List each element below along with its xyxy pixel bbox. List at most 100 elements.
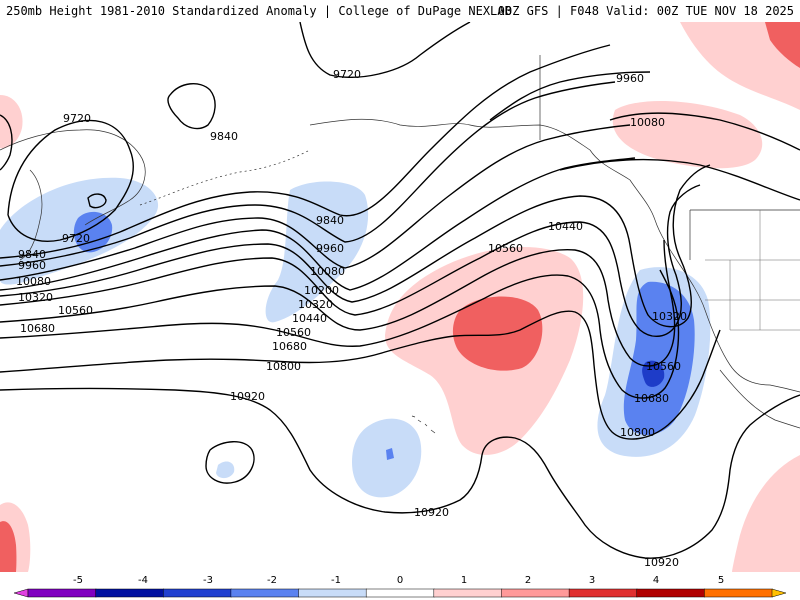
colorbar-tick: -3 bbox=[203, 575, 213, 586]
contour-label: 10440 bbox=[548, 220, 583, 233]
colorbar-tick: -2 bbox=[267, 575, 277, 586]
colorbar-tick: 0 bbox=[397, 575, 403, 586]
aleutians bbox=[139, 149, 311, 206]
colorbar-tick: 4 bbox=[653, 575, 659, 586]
anomaly-map: 9720 9720 9720 9840 9840 9840 9960 9960 … bbox=[0, 22, 800, 572]
colorbar-segment bbox=[27, 588, 97, 598]
contour-label: 9720 bbox=[333, 68, 361, 81]
contour-label: 9960 bbox=[616, 72, 644, 85]
contour-label: 10680 bbox=[20, 322, 55, 335]
contour-10080 bbox=[0, 124, 631, 281]
contour-label: 9840 bbox=[18, 248, 46, 261]
colorbar-segments bbox=[13, 588, 787, 598]
contour-small-closed-west bbox=[87, 193, 107, 209]
contour-9840 bbox=[0, 44, 611, 259]
kamchatka bbox=[19, 169, 43, 261]
contour-label: 10440 bbox=[292, 312, 327, 325]
colorbar-segment bbox=[163, 588, 232, 598]
negative-anomaly-area-hawaii bbox=[352, 418, 422, 498]
map-header: 250mb Height 1981-2010 Standardized Anom… bbox=[0, 0, 800, 22]
contour-label: 10560 bbox=[276, 326, 311, 339]
contour-10920-closed bbox=[205, 441, 255, 484]
colorbar-segment bbox=[568, 588, 638, 598]
contour-label: 10680 bbox=[272, 340, 307, 353]
contour-label: 10560 bbox=[488, 242, 523, 255]
contour-label: 10080 bbox=[16, 275, 51, 288]
contour-label: 9720 bbox=[63, 112, 91, 125]
anomaly-shading bbox=[0, 22, 800, 572]
colorbar-segment bbox=[704, 588, 773, 598]
contour-9720-west bbox=[7, 119, 134, 242]
contour-label: 10320 bbox=[298, 298, 333, 311]
negative-anomaly-mid-east bbox=[623, 281, 695, 435]
colorbar-segment bbox=[433, 588, 503, 598]
negative-anomaly-core-west bbox=[73, 211, 113, 253]
colorbar-tick: 2 bbox=[525, 575, 531, 586]
contour-left-edge bbox=[0, 114, 13, 171]
contour-label: 10200 bbox=[304, 284, 339, 297]
alaska-coast bbox=[309, 118, 800, 393]
contour-10080-east bbox=[609, 112, 800, 151]
negative-anomaly-core-hawaii bbox=[386, 448, 394, 460]
negative-anomaly-small bbox=[216, 461, 235, 479]
positive-anomaly-edge-west bbox=[0, 95, 23, 149]
contour-10200 bbox=[0, 157, 636, 291]
siberia-coast bbox=[0, 129, 146, 226]
positive-anomaly-area-southeast bbox=[732, 455, 800, 572]
contour-label: 10800 bbox=[620, 426, 655, 439]
colorbar-segment bbox=[230, 588, 300, 598]
contour-label: 9840 bbox=[210, 130, 238, 143]
colorbar-tick: 5 bbox=[718, 575, 724, 586]
contour-label: 9960 bbox=[18, 259, 46, 272]
contour-label: 10320 bbox=[652, 310, 687, 323]
contour-label: 10920 bbox=[644, 556, 679, 569]
contour-label: 10680 bbox=[634, 392, 669, 405]
contour-label: 9960 bbox=[316, 242, 344, 255]
colorbar-ticks: -5 -4 -3 -2 -1 0 1 2 3 4 5 bbox=[73, 575, 724, 586]
colorbar-segment bbox=[501, 588, 570, 598]
canada-border bbox=[539, 55, 800, 260]
contour-10320 bbox=[0, 164, 711, 328]
colorbar-segment bbox=[365, 588, 435, 598]
contour-label: 10920 bbox=[414, 506, 449, 519]
positive-anomaly-core-central bbox=[452, 296, 543, 371]
contour-label: 9840 bbox=[316, 214, 344, 227]
contour-9960-east bbox=[489, 71, 651, 121]
mexico-coast bbox=[719, 369, 800, 429]
negative-anomaly-area-central bbox=[265, 181, 369, 323]
positive-anomaly-area-northeast bbox=[612, 100, 763, 169]
contour-10560 bbox=[0, 239, 676, 367]
colorbar-segment bbox=[298, 588, 367, 598]
colorbar-tick: 3 bbox=[589, 575, 595, 586]
positive-anomaly-area-north bbox=[680, 22, 800, 110]
colorbar-tick: 1 bbox=[461, 575, 467, 586]
contour-labels: 9720 9720 9720 9840 9840 9840 9960 9960 … bbox=[16, 68, 687, 569]
contour-10440 bbox=[0, 184, 701, 337]
coastlines bbox=[0, 55, 800, 434]
colorbar-segment bbox=[636, 588, 706, 598]
colorbar-arrow-high bbox=[771, 588, 787, 598]
positive-anomaly-core-southwest bbox=[0, 521, 17, 572]
hawaii-islands bbox=[411, 415, 436, 434]
contour-9720-north bbox=[299, 22, 471, 78]
us-states bbox=[705, 210, 800, 331]
contour-10680 bbox=[0, 269, 680, 399]
contour-label: 10080 bbox=[630, 116, 665, 129]
contour-label: 10560 bbox=[646, 360, 681, 373]
contour-label: 10320 bbox=[18, 291, 53, 304]
contour-label: 10800 bbox=[266, 360, 301, 373]
contour-label: 10080 bbox=[310, 265, 345, 278]
positive-anomaly-core-north bbox=[765, 22, 800, 68]
colorbar-tick: -5 bbox=[73, 575, 83, 586]
negative-anomaly-core-east bbox=[642, 360, 665, 387]
contour-label: 9720 bbox=[62, 232, 90, 245]
colorbar-tick: -1 bbox=[331, 575, 341, 586]
contour-10800 bbox=[0, 310, 721, 440]
contour-9960 bbox=[0, 81, 616, 267]
contour-label: 10560 bbox=[58, 304, 93, 317]
model-valid-time: 00Z GFS | F048 Valid: 00Z TUE NOV 18 202… bbox=[497, 4, 794, 18]
anomaly-colorbar: -5 -4 -3 -2 -1 0 1 2 3 4 5 bbox=[0, 572, 800, 600]
height-contours bbox=[0, 22, 800, 559]
contour-label: 10920 bbox=[230, 390, 265, 403]
